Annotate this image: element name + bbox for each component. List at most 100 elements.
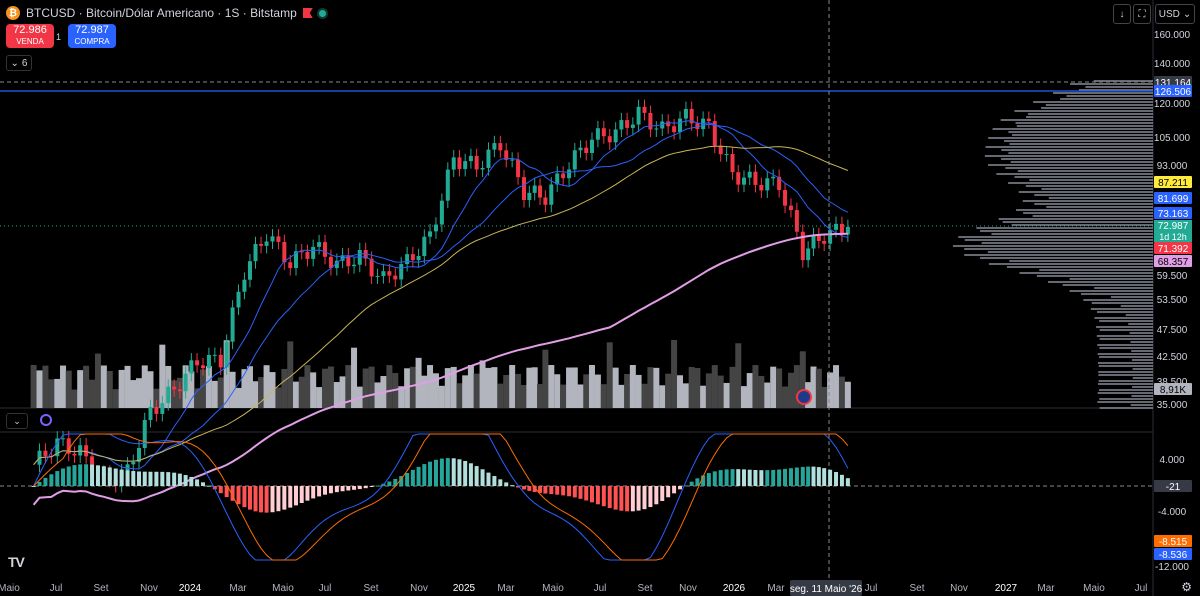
candle — [828, 229, 833, 244]
volume-bar — [89, 379, 96, 408]
time-axis-label: Jul — [865, 583, 878, 594]
volume-profile-bar — [1097, 401, 1153, 403]
macd-bar — [43, 477, 48, 486]
volume-profile-bar — [1129, 332, 1153, 334]
macd-bar — [61, 468, 66, 486]
currency-select[interactable]: USD ⌄ — [1155, 4, 1195, 24]
volume-profile-bar — [1130, 404, 1153, 406]
flag-icon[interactable] — [302, 8, 313, 18]
volume-bar — [246, 366, 253, 408]
macd-bar — [49, 474, 54, 486]
volume-profile-bar — [1069, 290, 1153, 292]
candle — [346, 255, 351, 267]
price-axis-tick: 93.000 — [1157, 161, 1188, 172]
volume-bar — [229, 371, 236, 408]
candle — [630, 124, 635, 128]
candle — [445, 169, 450, 201]
candle — [183, 373, 188, 392]
symbol-header[interactable]: ₿ BTCUSD · Bitcoin/Dólar Americano · 1S … — [6, 4, 326, 22]
candle — [363, 249, 368, 259]
macd-bar — [777, 469, 782, 486]
candle — [200, 365, 205, 369]
volume-bar — [351, 347, 358, 408]
volume-bar — [653, 367, 660, 408]
volume-bar — [374, 382, 381, 408]
macd-bar — [724, 469, 729, 486]
volume-bar — [404, 368, 411, 408]
volume-bar — [787, 372, 794, 408]
volume-profile-bar — [1097, 392, 1153, 394]
sell-button[interactable]: 72.986 VENDA — [6, 24, 54, 48]
download-button[interactable]: ↓ — [1113, 4, 1131, 24]
volume-bar — [548, 365, 555, 408]
time-axis-label: 2027 — [995, 583, 1018, 594]
macd-bar — [834, 472, 839, 486]
candle — [236, 291, 241, 308]
indicator-collapse-button[interactable]: ⌄ — [6, 413, 28, 429]
volume-profile-bar — [1096, 326, 1153, 328]
macd-bar — [37, 481, 42, 486]
volume-label: 8,91K — [1160, 385, 1186, 396]
volume-bar — [118, 369, 125, 408]
volume-bar — [199, 369, 206, 408]
macd-crosshair-label-bg — [1154, 480, 1192, 492]
macd-bar — [399, 476, 404, 486]
volume-profile-bar — [1066, 95, 1153, 97]
volume-profile-bar — [1098, 365, 1153, 367]
buy-button[interactable]: 72.987 COMPRA — [68, 24, 116, 48]
gear-icon[interactable]: ⚙ — [1181, 580, 1192, 594]
volume-profile-bar — [964, 254, 1153, 256]
countdown-label: 1d 12h — [1159, 232, 1187, 242]
candle — [521, 177, 526, 200]
volume-bar — [386, 365, 393, 408]
macd-bar — [451, 458, 456, 486]
volume-bar — [542, 349, 549, 408]
current-price-label: 72.987 — [1158, 221, 1189, 232]
candle — [527, 192, 532, 200]
volume-bar — [42, 365, 49, 408]
macd-bar — [189, 476, 194, 486]
volume-bar — [758, 375, 765, 408]
time-axis-label: Mar — [767, 583, 785, 594]
volume-bar — [700, 385, 707, 408]
signal-value-label-bg — [1154, 548, 1192, 560]
refresh-icon[interactable] — [40, 414, 52, 426]
time-axis-label: Nov — [410, 583, 428, 594]
macd-bar — [584, 486, 589, 501]
candle — [800, 231, 805, 261]
candle — [177, 389, 182, 392]
candle — [516, 159, 521, 178]
volume-profile-bar — [1005, 167, 1153, 169]
candle — [311, 246, 316, 259]
candle — [689, 108, 694, 124]
candle — [43, 450, 48, 456]
volume-profile-bar — [1008, 182, 1153, 184]
symbol-title[interactable]: BTCUSD · Bitcoin/Dólar Americano · 1S · … — [26, 6, 297, 20]
volume-bar — [467, 365, 474, 408]
volume-profile-bar — [958, 236, 1153, 238]
volume-bar — [515, 373, 522, 408]
macd-histogram — [31, 458, 850, 513]
volume-profile-bar — [1019, 272, 1153, 274]
time-axis-label: Maio — [272, 583, 294, 594]
candle — [66, 438, 71, 454]
time-axis-label: Set — [637, 583, 652, 594]
macd-bar — [741, 469, 746, 486]
macd-bar — [253, 486, 258, 512]
sell-price: 72.986 — [13, 24, 47, 36]
candle — [660, 121, 665, 129]
macd-bar — [363, 486, 368, 489]
candle — [834, 223, 839, 230]
volume-profile-bar — [1083, 299, 1153, 301]
volume-bar — [740, 386, 747, 408]
volume-bar — [333, 382, 340, 408]
candle — [759, 184, 764, 191]
fullscreen-button[interactable]: ⛶ — [1133, 4, 1151, 24]
legend-toggle-button[interactable]: ⌄ 6 — [6, 55, 32, 71]
macd-axis-tick: 4.000 — [1159, 455, 1184, 466]
volume-bar — [833, 365, 840, 408]
horizontal-line-label: 126.506 — [1155, 87, 1192, 98]
macd-bar — [230, 486, 235, 501]
macd-bar — [422, 464, 427, 486]
